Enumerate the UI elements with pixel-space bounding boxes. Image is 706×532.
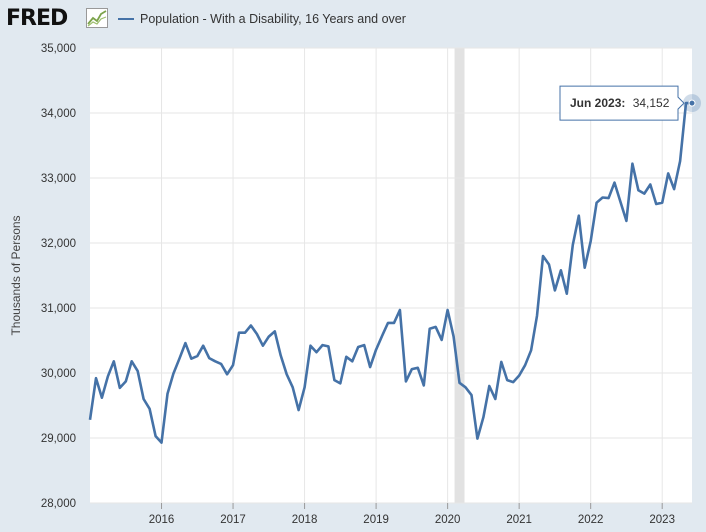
y-tick-label: 29,000 [41, 433, 76, 445]
y-tick-label: 31,000 [41, 303, 76, 315]
x-tick-label: 2019 [363, 514, 389, 526]
y-tick-label: 34,000 [41, 108, 76, 120]
y-tick-label: 35,000 [41, 43, 76, 55]
series-group[interactable] [88, 94, 701, 444]
recession-band [454, 48, 465, 503]
recession-band-group [454, 48, 465, 503]
gridlines [90, 47, 692, 504]
x-tick-label: 2023 [649, 514, 675, 526]
tooltip-box [559, 85, 685, 121]
tooltip-value: 34,152 [633, 96, 670, 110]
legend-swatch [118, 18, 134, 20]
x-tick-label: 2018 [292, 514, 318, 526]
chart-header: FRED Population - With a Disability, 16 … [0, 0, 706, 38]
y-tick-label: 32,000 [41, 238, 76, 250]
legend[interactable]: Population - With a Disability, 16 Years… [118, 10, 406, 28]
hover-point[interactable] [688, 99, 696, 107]
x-tick-label: 2016 [149, 514, 175, 526]
x-tick-label: 2017 [220, 514, 246, 526]
y-tick-label: 30,000 [41, 368, 76, 380]
y-tick-label: 33,000 [41, 173, 76, 185]
tooltip-date: Jun 2023: [570, 96, 625, 110]
x-tick-label: 2020 [435, 514, 461, 526]
svg-text:Jun 2023: 34,152: Jun 2023: 34,152 [570, 96, 670, 110]
y-tick-label: 28,000 [41, 498, 76, 510]
series-line[interactable] [88, 101, 692, 444]
x-tick-label: 2021 [506, 514, 532, 526]
fred-logo[interactable]: FRED [6, 6, 68, 31]
x-tick-labels: 2016 2017 2018 2019 2020 2021 2022 2023 [149, 503, 675, 526]
y-tick-labels: 28,000 29,000 30,000 31,000 32,000 33,000 34,0… [41, 43, 76, 510]
plot-area [90, 48, 692, 503]
tooltip: Jun 2023: 34,152 [559, 85, 685, 121]
legend-label: Population - With a Disability, 16 Years… [140, 12, 406, 26]
x-tick-label: 2022 [578, 514, 604, 526]
chart-line-icon [86, 8, 108, 28]
y-axis-label: Thousands of Persons [9, 215, 23, 335]
